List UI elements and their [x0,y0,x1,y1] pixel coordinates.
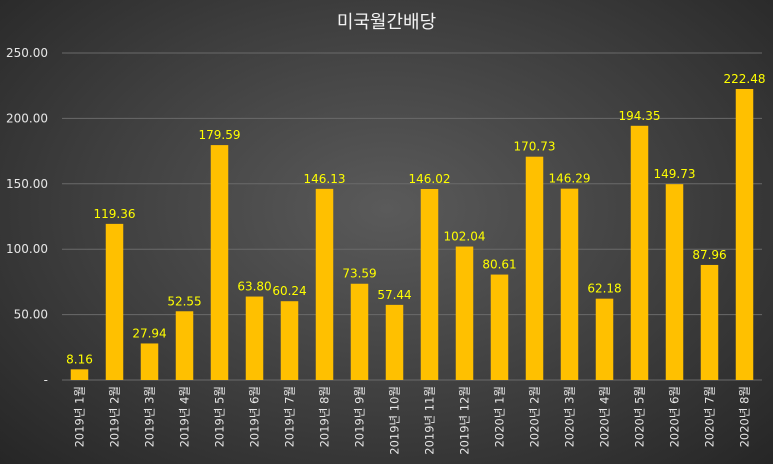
data-label: 57.44 [377,288,411,302]
bar [490,274,509,380]
bar [735,88,754,381]
x-tick-labels: 2019년 1월 2019년 2월 2019년 3월 2019년 4월 2019년 5월… [73,386,752,455]
y-tick-label: 50.00 [14,308,48,322]
data-label: 194.35 [619,109,661,123]
x-tick-label: 2019년 3월 [143,386,157,447]
x-tick-label: 2019년 4월 [178,386,192,447]
data-label: 63.80 [237,280,271,294]
bar [420,189,439,380]
bar [385,304,404,380]
bar [455,246,474,380]
data-label: 146.02 [409,172,451,186]
data-label: 52.55 [167,294,201,308]
y-tick-label: - [44,373,48,387]
x-tick-label: 2020년 5월 [633,386,647,447]
data-label: 102.04 [444,230,486,244]
bar [315,188,334,380]
data-label: 87.96 [692,248,726,262]
data-label: 149.73 [654,167,696,181]
bar [175,311,194,380]
data-label: 60.24 [272,284,306,298]
data-label: 73.59 [342,267,376,281]
x-tick-label: 2020년 7월 [703,386,717,447]
data-label: 27.94 [132,326,166,340]
data-label: 170.73 [514,140,556,154]
chart-title: 미국월간배당 [336,12,437,33]
data-label: 146.13 [304,172,346,186]
x-tick-label: 2019년 11월 [423,386,437,455]
y-tick-label: 100.00 [6,242,48,256]
x-tick-label: 2019년 9월 [353,386,367,447]
bar [595,298,614,380]
data-labels: 8.16 119.36 27.94 52.55 179.59 63.80 60.24 146.… [66,72,765,366]
bar [525,156,544,380]
x-tick-label: 2020년 3월 [563,386,577,447]
data-label: 119.36 [94,207,136,221]
bar [70,369,89,380]
y-tick-label: 200.00 [6,111,48,125]
grid-lines [62,52,762,381]
bar [665,184,684,380]
x-tick-label: 2020년 8월 [738,386,752,447]
x-tick-label: 2020년 4월 [598,386,612,447]
bar [560,188,579,380]
bar [350,283,369,380]
y-tick-label: 250.00 [6,46,48,60]
data-label: 80.61 [482,258,516,272]
x-tick-label: 2019년 10월 [388,386,402,455]
x-tick-label: 2020년 6월 [668,386,682,447]
bar [105,223,124,380]
x-tick-label: 2019년 8월 [318,386,332,447]
bar [630,125,649,381]
data-label: 62.18 [587,282,621,296]
bar [210,145,229,380]
bar [700,264,719,380]
x-tick-label: 2019년 1월 [73,386,87,447]
bars [70,88,754,381]
x-tick-label: 2020년 1월 [493,386,507,447]
data-label: 146.29 [549,172,591,186]
x-tick-label: 2020년 2월 [528,386,542,447]
x-tick-label: 2019년 5월 [213,386,227,447]
data-label: 8.16 [66,352,93,366]
x-tick-label: 2019년 2월 [108,386,122,447]
data-label: 179.59 [199,128,241,142]
data-label: 222.48 [724,72,766,86]
x-tick-label: 2019년 6월 [248,386,262,447]
y-tick-labels: - 50.00 100.00 150.00 200.00 250.00 [6,46,48,387]
y-tick-label: 150.00 [6,177,48,191]
bar [280,301,299,380]
bar [245,296,264,380]
bar [140,343,159,380]
x-tick-label: 2019년 12월 [458,386,472,455]
x-tick-label: 2019년 7월 [283,386,297,447]
